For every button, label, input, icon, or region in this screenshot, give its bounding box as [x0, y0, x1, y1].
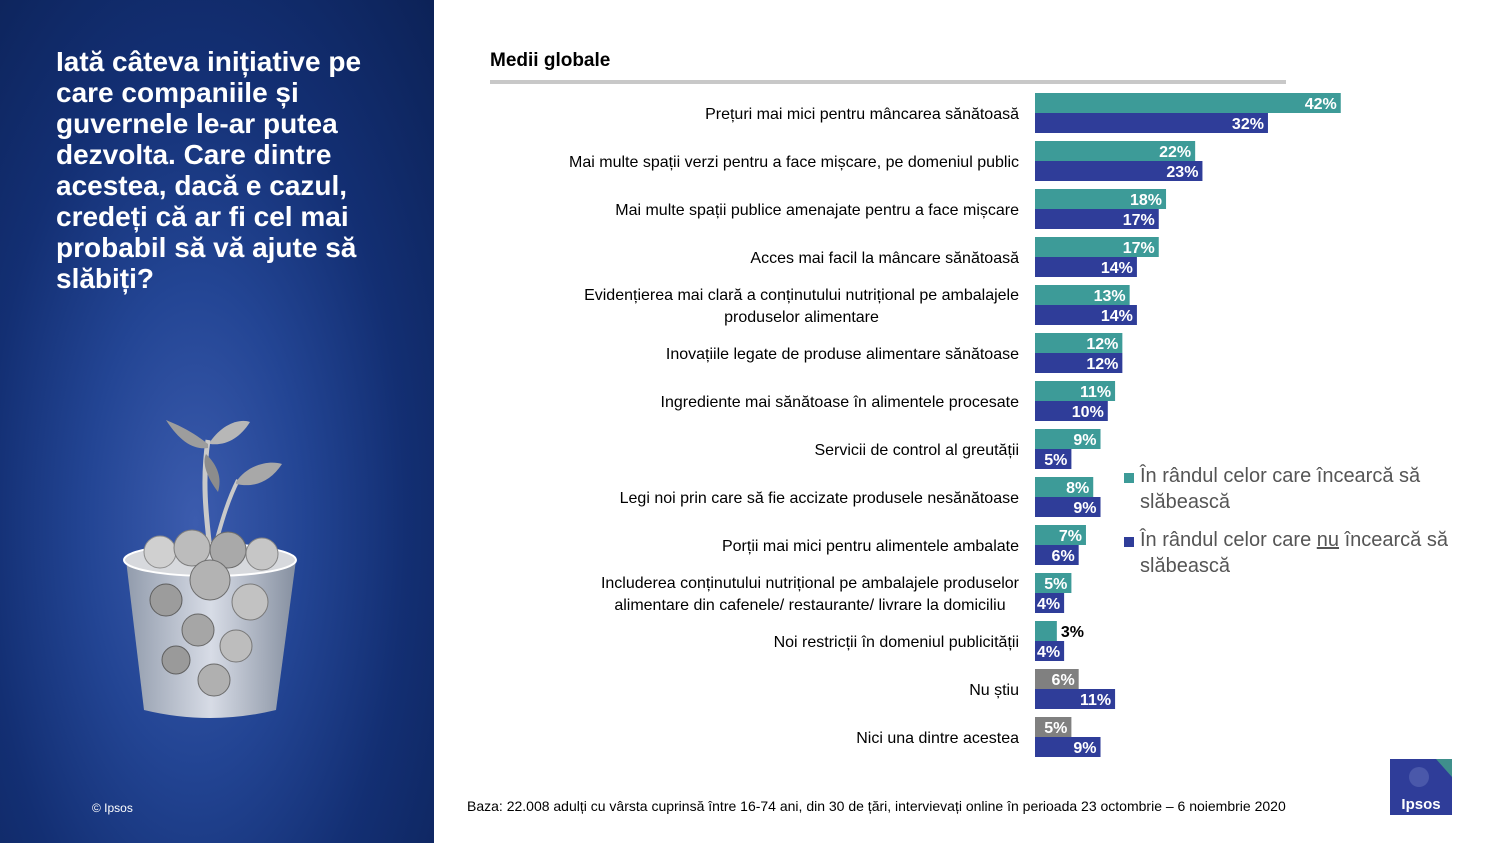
data-label: 13% — [1094, 288, 1126, 305]
bar-trying — [1035, 573, 1072, 593]
bar-not-trying — [1035, 449, 1072, 469]
category-label: Mai multe spații verzi pentru a face miș… — [569, 154, 1019, 171]
bar-trying — [1035, 381, 1116, 401]
bar-trying — [1035, 285, 1130, 305]
data-label: 11% — [1080, 384, 1111, 401]
data-label: 9% — [1073, 740, 1096, 757]
data-label: 9% — [1073, 500, 1096, 517]
bar-not-trying — [1035, 737, 1101, 757]
category-label: Servicii de control al greutății — [814, 442, 1019, 459]
bar-trying — [1035, 189, 1167, 209]
legend-swatch-not-trying — [1124, 537, 1134, 547]
question-text: Iată câteva inițiative pe care companiil… — [56, 46, 362, 294]
bar-not-trying — [1035, 113, 1268, 133]
chart-legend: În rândul celor care încearcă să slăbeas… — [1124, 463, 1464, 591]
data-label: 4% — [1037, 596, 1060, 613]
bar-trying — [1035, 525, 1086, 545]
data-label: 5% — [1044, 576, 1067, 593]
logo-shape — [1390, 759, 1452, 815]
data-label: 42% — [1305, 96, 1337, 113]
ipsos-logo: Ipsos — [1390, 759, 1452, 815]
bar-not-trying — [1035, 689, 1116, 709]
data-label: 23% — [1166, 164, 1198, 181]
legend-item-trying: În rândul celor care încearcă să slăbeas… — [1124, 463, 1464, 515]
data-label: 14% — [1101, 260, 1133, 277]
legend-swatch-trying — [1124, 473, 1134, 483]
bar-trying — [1035, 477, 1094, 497]
bar-trying — [1035, 669, 1079, 689]
bar-trying — [1035, 717, 1072, 737]
data-label: 17% — [1123, 212, 1155, 229]
category-label: Evidențierea mai clară a conținutului nu… — [584, 287, 1019, 304]
bar-trying — [1035, 237, 1159, 257]
data-label: 8% — [1066, 480, 1089, 497]
data-label: 4% — [1037, 644, 1060, 661]
bar-trying — [1035, 93, 1341, 113]
bar-not-trying — [1035, 209, 1159, 229]
category-label: Nu știu — [969, 682, 1019, 699]
data-label: 9% — [1073, 432, 1096, 449]
logo-text: Ipsos — [1401, 796, 1440, 813]
bar-not-trying — [1035, 593, 1065, 613]
category-label: Prețuri mai mici pentru mâncarea sănătoa… — [705, 106, 1019, 123]
legend-item-not-trying: În rândul celor care nu încearcă să slăb… — [1124, 527, 1464, 579]
category-label: produselor alimentare — [724, 309, 879, 326]
category-label: alimentare din cafenele/ restaurante/ li… — [614, 597, 1005, 614]
category-label: Inovațiile legate de produse alimentare … — [666, 346, 1019, 363]
data-label: 17% — [1123, 240, 1155, 257]
category-label: Mai multe spații publice amenajate pentr… — [615, 202, 1019, 219]
category-label: Porții mai mici pentru alimentele ambala… — [722, 538, 1019, 555]
data-label: 14% — [1101, 308, 1133, 325]
chart-title: Medii globale — [490, 50, 611, 71]
bar-trying — [1035, 429, 1101, 449]
data-label: 6% — [1052, 672, 1075, 689]
data-label: 11% — [1080, 692, 1111, 709]
bar-trying — [1035, 141, 1196, 161]
data-label: 6% — [1052, 548, 1075, 565]
logo-head-shape — [1409, 767, 1429, 787]
category-label: Noi restricții în domeniul publicității — [774, 634, 1019, 651]
base-note: Baza: 22.008 adulți cu vârsta cuprinsă î… — [467, 798, 1286, 814]
data-label: 12% — [1086, 356, 1118, 373]
plant-in-coins-image — [123, 420, 297, 718]
data-label: 5% — [1044, 720, 1067, 737]
category-label: Includerea conținutului nutrițional pe a… — [601, 575, 1020, 592]
bar-not-trying — [1035, 257, 1137, 277]
data-label: 5% — [1044, 452, 1067, 469]
bar-trying — [1035, 333, 1123, 353]
category-label: Acces mai facil la mâncare sănătoasă — [750, 250, 1019, 267]
bar-not-trying — [1035, 305, 1137, 325]
legend-label-trying: În rândul celor care încearcă să slăbeas… — [1140, 465, 1421, 513]
bar-not-trying — [1035, 401, 1108, 421]
legend-label-not-trying-before: În rândul celor care — [1140, 529, 1317, 551]
left-panel: Iată câteva inițiative pe care companiil… — [0, 0, 434, 843]
bar-trying — [1035, 621, 1057, 641]
data-label: 3% — [1061, 624, 1084, 641]
copyright-text: © Ipsos — [92, 801, 133, 815]
legend-label-not-trying-emph: nu — [1316, 529, 1340, 551]
data-label: 12% — [1086, 336, 1118, 353]
title-divider — [490, 80, 1286, 84]
category-label: Nici una dintre acestea — [856, 730, 1019, 747]
category-label: Ingrediente mai sănătoase în alimentele … — [661, 394, 1020, 411]
bar-not-trying — [1035, 497, 1101, 517]
bar-not-trying — [1035, 161, 1203, 181]
data-label: 10% — [1072, 404, 1104, 421]
data-label: 32% — [1232, 116, 1264, 133]
data-label: 18% — [1130, 192, 1162, 209]
data-label: 7% — [1059, 528, 1082, 545]
data-label: 22% — [1159, 144, 1191, 161]
bar-not-trying — [1035, 353, 1123, 373]
bar-not-trying — [1035, 545, 1079, 565]
bar-not-trying — [1035, 641, 1065, 661]
legend-label-not-trying-after: încearcă să slăbească — [1140, 529, 1448, 577]
category-label: Legi noi prin care să fie accizate produ… — [620, 490, 1019, 507]
